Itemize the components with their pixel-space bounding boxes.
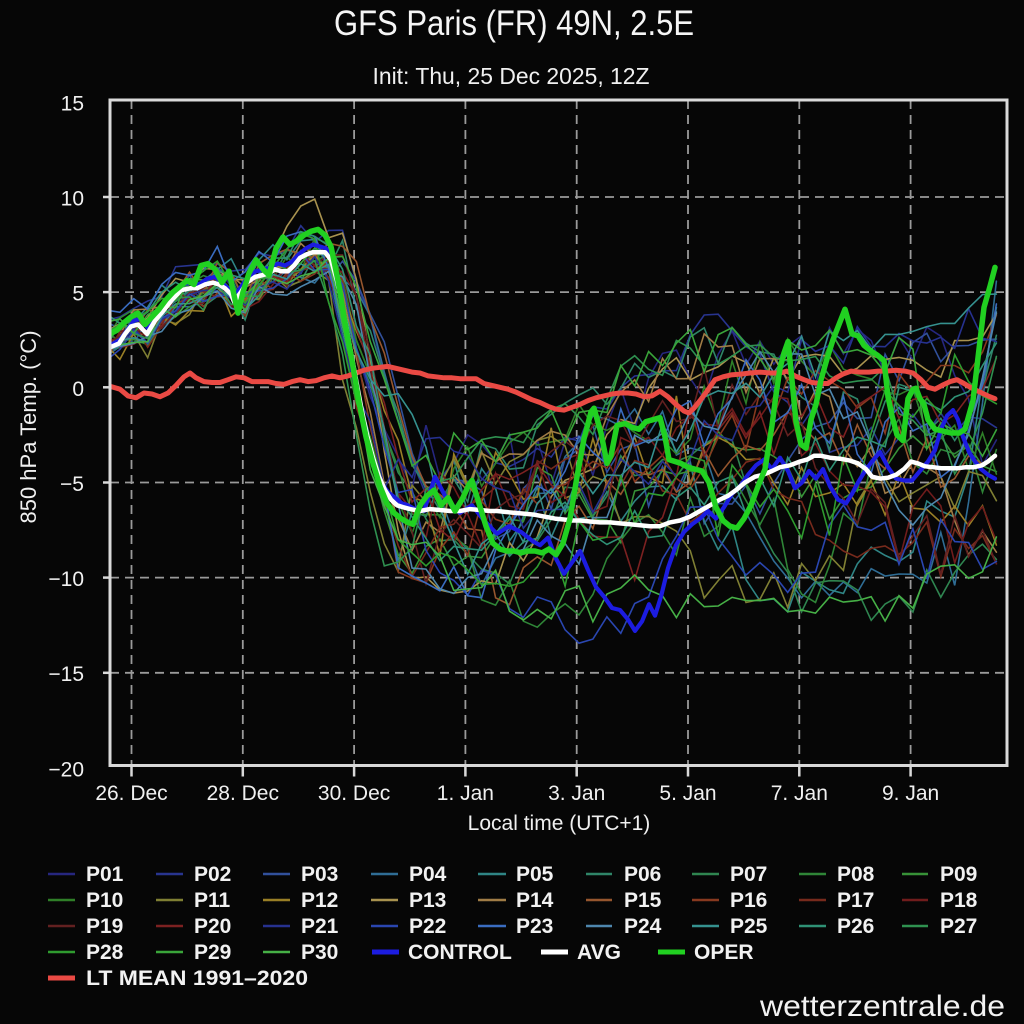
svg-text:3. Jan: 3. Jan: [548, 782, 605, 805]
svg-text:P17: P17: [837, 889, 874, 912]
svg-text:GFS Paris (FR) 49N, 2.5E: GFS Paris (FR) 49N, 2.5E: [334, 4, 694, 43]
svg-text:P01: P01: [86, 863, 124, 886]
svg-text:28. Dec: 28. Dec: [207, 782, 279, 805]
svg-text:7. Jan: 7. Jan: [771, 782, 828, 805]
svg-text:OPER: OPER: [694, 941, 754, 964]
svg-text:−5: −5: [60, 473, 84, 496]
svg-text:P27: P27: [940, 915, 977, 938]
svg-text:P19: P19: [86, 915, 123, 938]
svg-text:15: 15: [61, 92, 84, 115]
svg-text:Local time (UTC+1): Local time (UTC+1): [468, 812, 651, 835]
svg-text:P30: P30: [301, 941, 338, 964]
svg-text:Init: Thu, 25 Dec 2025, 12Z: Init: Thu, 25 Dec 2025, 12Z: [373, 63, 650, 89]
svg-text:P16: P16: [730, 889, 767, 912]
svg-text:P11: P11: [194, 889, 231, 912]
svg-text:850 hPa Temp. (°C): 850 hPa Temp. (°C): [16, 330, 41, 523]
svg-text:−10: −10: [48, 568, 84, 591]
svg-text:P15: P15: [624, 889, 662, 912]
svg-text:P25: P25: [730, 915, 768, 938]
svg-text:P28: P28: [86, 941, 124, 964]
svg-text:CONTROL: CONTROL: [408, 941, 512, 964]
svg-text:P04: P04: [409, 863, 447, 886]
svg-text:AVG: AVG: [577, 941, 621, 964]
svg-text:P12: P12: [301, 889, 338, 912]
svg-text:10: 10: [61, 188, 84, 211]
svg-text:P22: P22: [409, 915, 446, 938]
svg-text:30. Dec: 30. Dec: [318, 782, 390, 805]
svg-text:P10: P10: [86, 889, 123, 912]
svg-text:5. Jan: 5. Jan: [659, 782, 716, 805]
svg-text:P20: P20: [194, 915, 231, 938]
svg-text:P08: P08: [837, 863, 875, 886]
svg-text:P24: P24: [624, 915, 662, 938]
svg-text:P14: P14: [516, 889, 554, 912]
svg-text:P23: P23: [516, 915, 553, 938]
svg-text:5: 5: [72, 283, 84, 306]
svg-text:P21: P21: [301, 915, 339, 938]
svg-text:P13: P13: [409, 889, 446, 912]
svg-text:26. Dec: 26. Dec: [95, 782, 167, 805]
svg-text:P05: P05: [516, 863, 554, 886]
svg-text:P03: P03: [301, 863, 338, 886]
svg-text:1. Jan: 1. Jan: [437, 782, 494, 805]
svg-text:P09: P09: [940, 863, 977, 886]
svg-text:0: 0: [72, 378, 84, 401]
svg-text:P26: P26: [837, 915, 874, 938]
svg-text:−15: −15: [48, 663, 84, 686]
svg-text:P18: P18: [940, 889, 978, 912]
svg-text:LT MEAN 1991–2020: LT MEAN 1991–2020: [86, 967, 308, 990]
svg-text:P29: P29: [194, 941, 231, 964]
svg-text:P02: P02: [194, 863, 231, 886]
svg-text:9. Jan: 9. Jan: [882, 782, 939, 805]
svg-text:P07: P07: [730, 863, 767, 886]
svg-text:P06: P06: [624, 863, 661, 886]
svg-text:−20: −20: [48, 758, 84, 781]
svg-text:wetterzentrale.de: wetterzentrale.de: [759, 990, 1005, 1023]
